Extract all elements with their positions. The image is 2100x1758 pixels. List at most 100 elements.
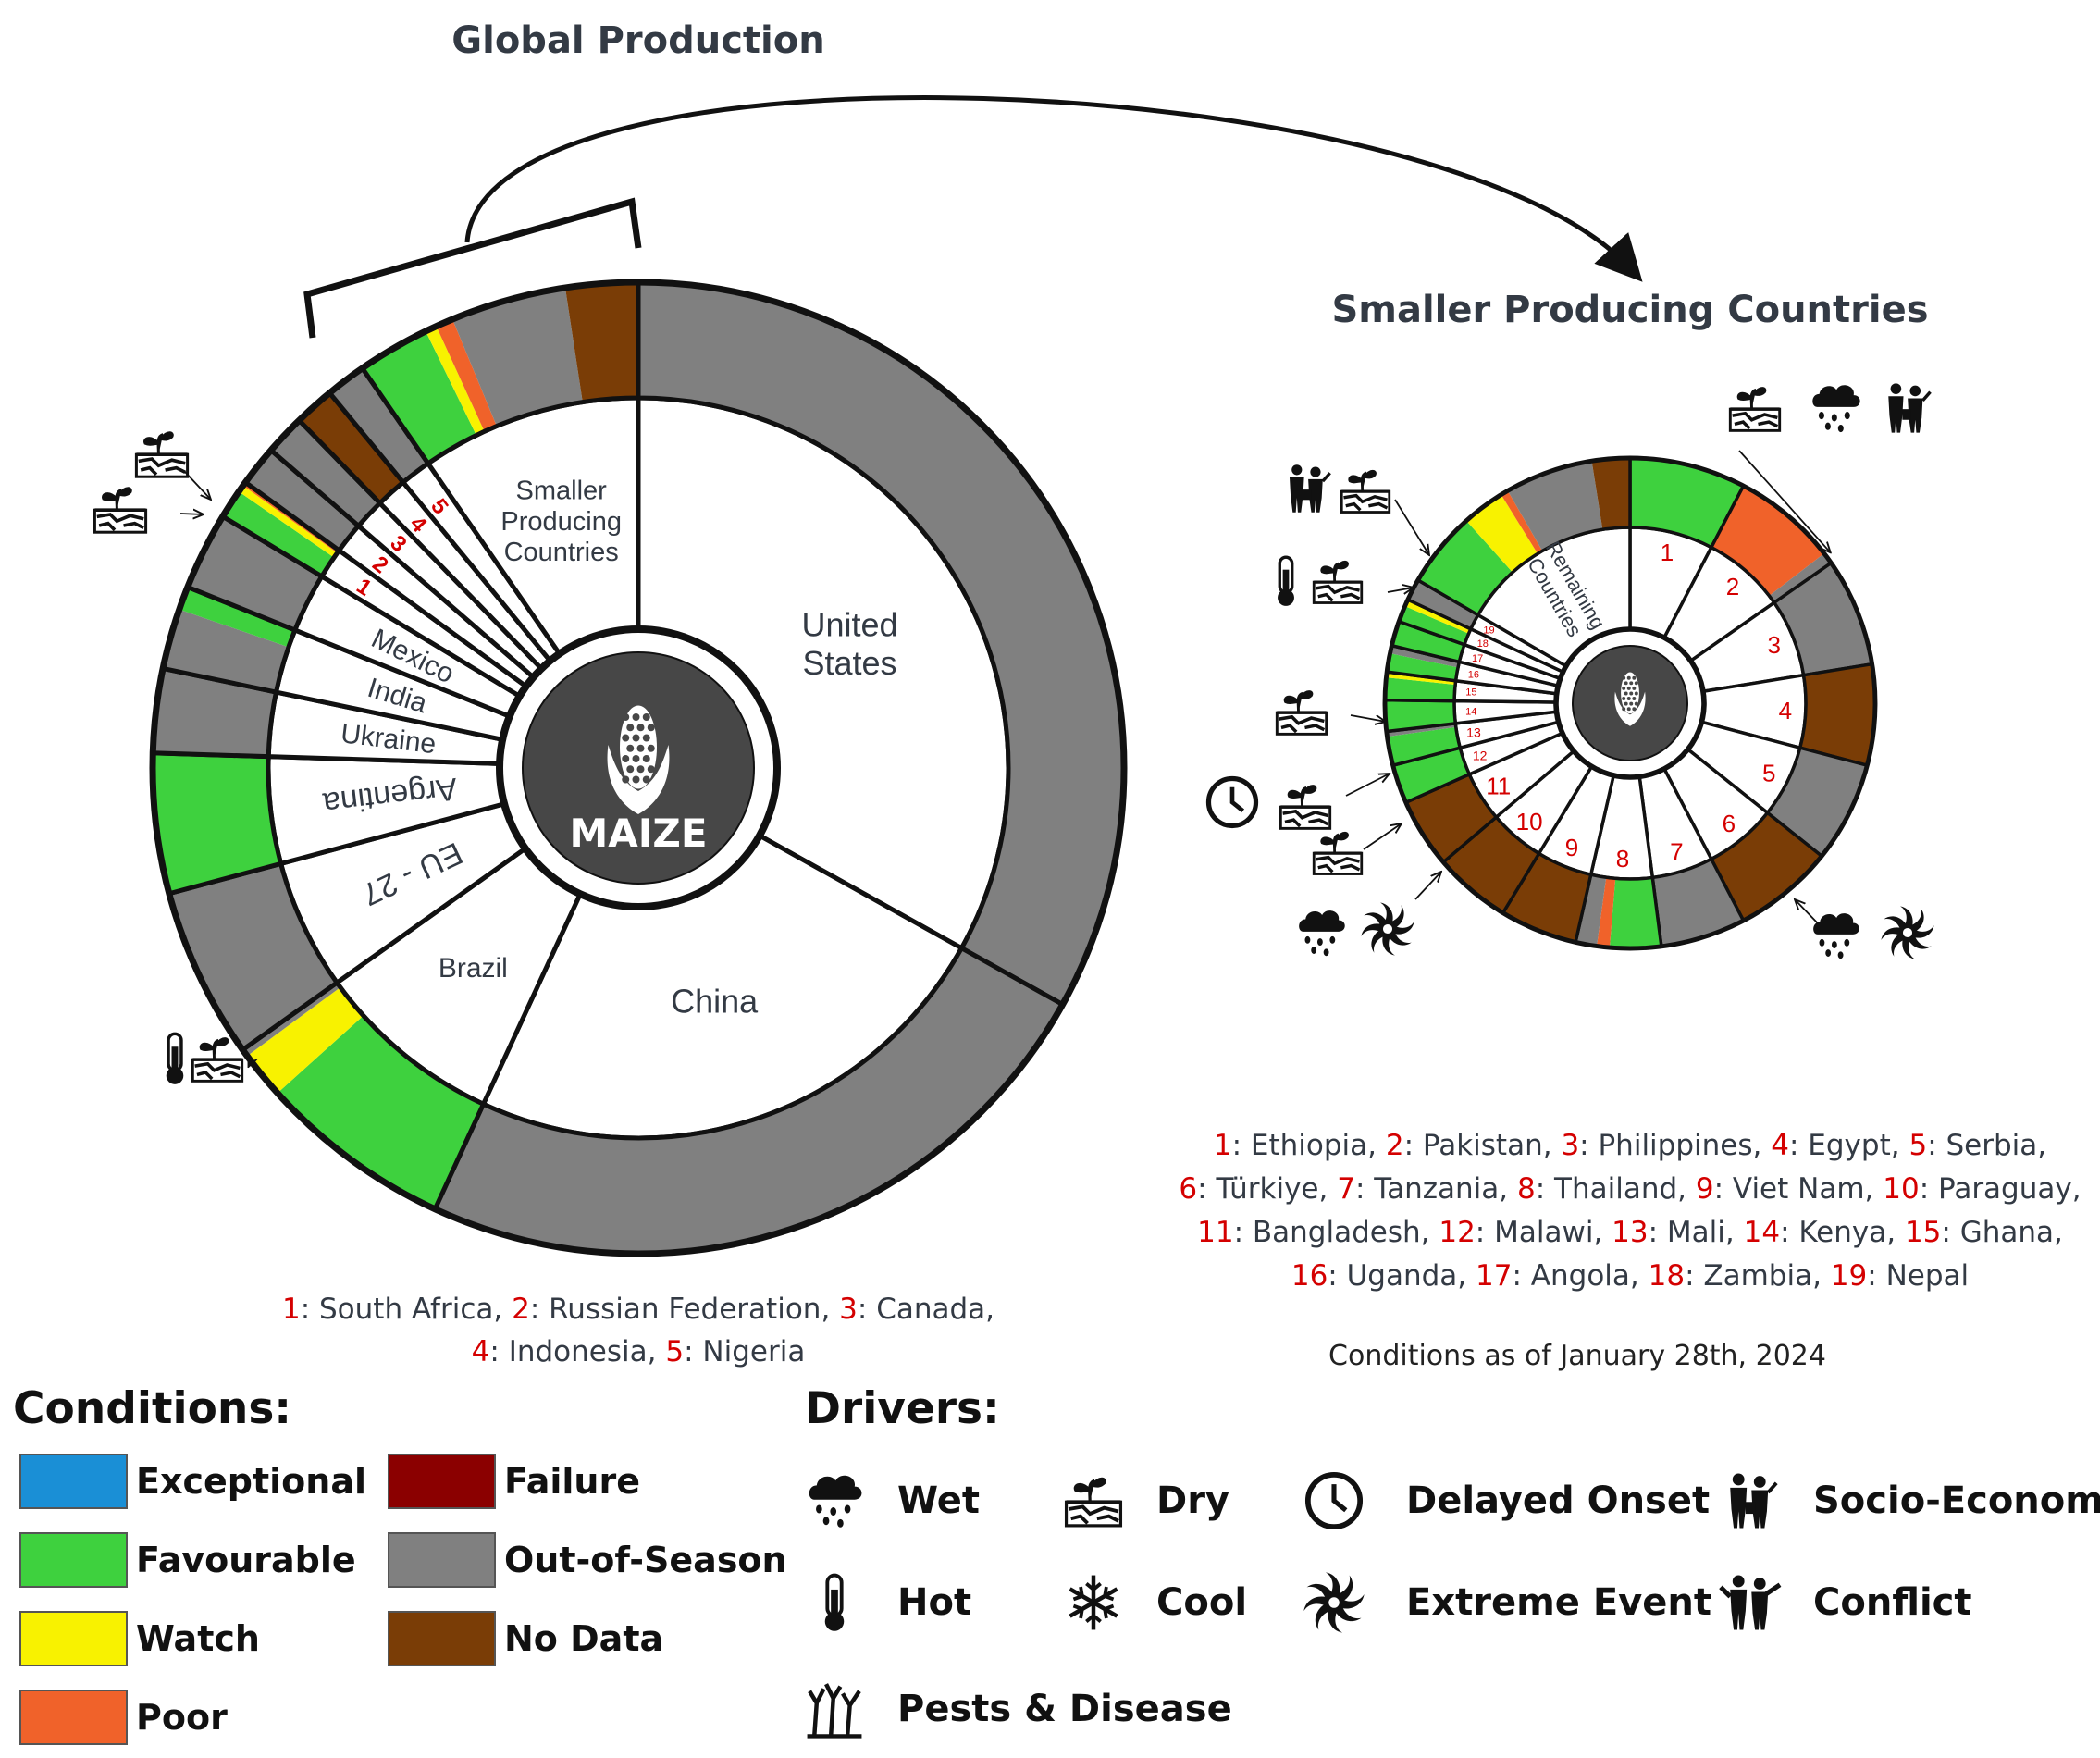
small-outer-uganda-out-of-season[interactable] <box>1390 645 1460 668</box>
main-outer-canada-out-of-season[interactable] <box>270 420 380 526</box>
main-outer-russian-federation-out-of-season[interactable] <box>245 450 359 551</box>
footnote-separator: , <box>1457 1259 1476 1293</box>
small-outer-ghana-favourable[interactable] <box>1385 677 1456 701</box>
footnote-number: 3 <box>839 1293 858 1326</box>
delayed-onset-icon <box>1304 1471 1364 1530</box>
small-outer-zambia-favourable[interactable] <box>1399 606 1469 645</box>
footnote-separator: , <box>1677 1172 1696 1206</box>
legend-swatch-watch <box>19 1611 128 1666</box>
footnote-number: 9 <box>1696 1172 1714 1206</box>
footnote-number: 15 <box>1905 1216 1941 1249</box>
legend-label-failure: Failure <box>504 1461 640 1502</box>
main-outer-argentina-favourable[interactable] <box>153 752 281 894</box>
footnote-separator: : <box>858 1293 876 1326</box>
extreme-event-icon <box>1361 902 1414 956</box>
small-inner-label-17: 17 <box>1472 653 1483 664</box>
main-outer-indonesia-no-data[interactable] <box>299 392 403 503</box>
small-outer-angola-favourable[interactable] <box>1391 621 1464 662</box>
small-outer-remaining-countries-watch[interactable] <box>1465 494 1538 573</box>
footnote-separator: : <box>1685 1259 1703 1293</box>
small-outer-thailand-poor[interactable] <box>1597 877 1616 948</box>
footnote-country: Serbia <box>1946 1129 2038 1162</box>
main-outer-mexico-out-of-season[interactable] <box>187 516 322 630</box>
small-outer-egypt-no-data[interactable] <box>1799 663 1875 766</box>
delayed-onset-icon <box>1205 775 1259 829</box>
small-outer-thailand-out-of-season[interactable] <box>1575 874 1607 947</box>
small-outer-remaining-countries-favourable[interactable] <box>1417 520 1513 615</box>
zoom-arrow <box>464 95 1643 282</box>
footnote-separator: : <box>1579 1129 1598 1162</box>
dry-icon <box>93 487 148 534</box>
footnote-country: Egypt <box>1808 1129 1890 1162</box>
small-outer-mali-favourable[interactable] <box>1387 726 1461 766</box>
footnote-country: Viet Nam <box>1733 1172 1865 1206</box>
small-outer-remaining-countries-poor[interactable] <box>1501 490 1543 554</box>
small-outer-ethiopia-favourable[interactable] <box>1630 458 1744 548</box>
footnote-separator: : <box>1232 1129 1251 1162</box>
small-outer-remaining-countries-no-data[interactable] <box>1591 458 1630 530</box>
annotation-arrow <box>1795 899 1819 924</box>
main-outer-ukraine-out-of-season[interactable] <box>153 668 277 757</box>
footnote-country: Mali <box>1667 1216 1725 1249</box>
footnote-line: 11: Bangladesh, 12: Malawi, 13: Mali, 14… <box>1197 1216 2063 1249</box>
main-outer-smaller-producing-countries-out-of-season[interactable] <box>452 287 583 427</box>
small-outer-tanzania-out-of-season[interactable] <box>1652 859 1744 947</box>
annotation-arrow <box>1345 774 1390 797</box>
legend-swatch-poor <box>19 1690 128 1745</box>
small-outer-kenya-favourable[interactable] <box>1384 699 1456 732</box>
small-outer-nepal-out-of-season[interactable] <box>1407 580 1478 629</box>
main-outer-nigeria-out-of-season[interactable] <box>329 367 428 483</box>
main-outer-india-favourable[interactable] <box>179 587 295 648</box>
main-outer-india-out-of-season[interactable] <box>163 609 289 693</box>
smaller-producers-bracket <box>303 197 642 339</box>
small-outer-thailand-favourable[interactable] <box>1609 877 1661 948</box>
small-outer-viet-nam-no-data[interactable] <box>1502 853 1591 943</box>
legend-label-watch: Watch <box>136 1618 260 1659</box>
footnote-separator: , <box>1630 1259 1649 1293</box>
wet-icon <box>809 1475 862 1528</box>
legend-label-favourable: Favourable <box>136 1540 356 1580</box>
small-outer-paraguay-no-data[interactable] <box>1443 817 1539 913</box>
footnote-separator: : <box>1941 1216 1959 1249</box>
driver-label-conflict: Conflict <box>1813 1581 1972 1624</box>
legend-label-out-of-season: Out-of-Season <box>504 1540 787 1580</box>
cool-icon <box>1069 1575 1118 1630</box>
main-outer-brazil-favourable[interactable] <box>277 1015 484 1209</box>
footnote-separator: : <box>1512 1259 1530 1293</box>
footnote-number: 7 <box>1337 1172 1355 1206</box>
main-outer-brazil-watch[interactable] <box>247 987 364 1094</box>
annotation-arrow <box>249 1059 252 1067</box>
legend-label-no-data: No Data <box>504 1618 663 1659</box>
footnote-country: Ethiopia <box>1251 1129 1367 1162</box>
footnote-country: Thailand <box>1553 1172 1677 1206</box>
footnote-separator: : <box>1197 1172 1216 1206</box>
small-outer-zambia-watch[interactable] <box>1404 600 1471 634</box>
dry-icon <box>1312 831 1364 875</box>
main-outer-united-states-out-of-season[interactable] <box>638 282 1124 1005</box>
main-outer-brazil-out-of-season[interactable] <box>242 983 340 1057</box>
small-outer-remaining-countries-out-of-season[interactable] <box>1507 461 1603 551</box>
small-outer-pakistan-poor[interactable] <box>1711 486 1824 596</box>
socio-economic-icon <box>1289 464 1331 513</box>
main-outer-smaller-producing-countries-poor[interactable] <box>436 318 497 432</box>
small-outer-t-rkiye-no-data[interactable] <box>1711 812 1822 921</box>
footnote-country: Nigeria <box>702 1335 805 1368</box>
footnote-separator: , <box>1891 1129 1909 1162</box>
main-outer-smaller-producing-countries-favourable[interactable] <box>362 331 476 464</box>
footnote-country: Türkiye <box>1215 1172 1318 1206</box>
small-outer-pakistan-out-of-season[interactable] <box>1769 553 1832 603</box>
footnote-number: 16 <box>1291 1259 1328 1293</box>
footnote-separator: : <box>1328 1259 1346 1293</box>
main-outer-south-africa-favourable[interactable] <box>222 491 334 576</box>
main-outer-smaller-producing-countries-watch[interactable] <box>426 326 485 436</box>
label-line: Brazil <box>439 953 508 984</box>
footnote-separator: , <box>1812 1259 1831 1293</box>
main-outer-south-africa-watch[interactable] <box>239 485 338 558</box>
footnote-separator: : <box>301 1293 319 1326</box>
footnote-country: Philippines <box>1598 1129 1752 1162</box>
main-outer-smaller-producing-countries-no-data[interactable] <box>564 282 638 402</box>
small-outer-serbia-out-of-season[interactable] <box>1767 748 1868 857</box>
footnote-separator: : <box>1920 1172 1938 1206</box>
footnote-country: South Africa <box>319 1293 493 1326</box>
footnote-country: Indonesia <box>509 1335 648 1368</box>
